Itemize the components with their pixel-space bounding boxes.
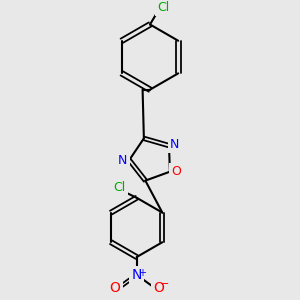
Text: Cl: Cl [157,1,170,14]
Text: O: O [110,281,121,295]
Text: +: + [138,268,146,278]
Text: Cl: Cl [114,181,126,194]
Text: −: − [160,279,169,289]
Text: O: O [153,281,164,295]
Text: N: N [118,154,128,166]
Text: O: O [172,165,182,178]
Text: N: N [131,268,142,282]
Text: N: N [169,138,179,151]
